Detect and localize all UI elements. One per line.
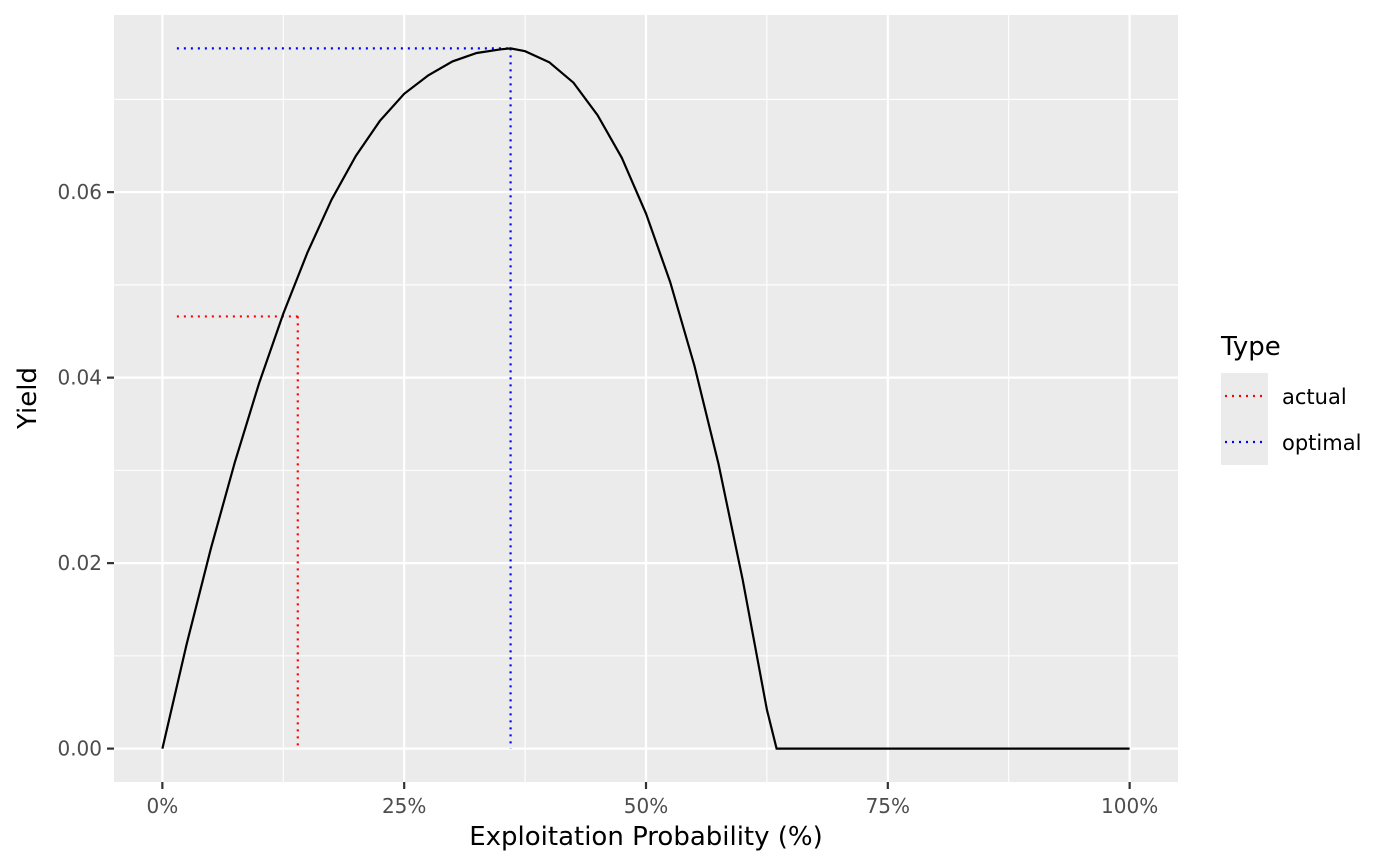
x-tick-label: 0% xyxy=(146,794,178,818)
y-tick-label: 0.06 xyxy=(57,180,102,204)
y-axis-title: Yield xyxy=(13,367,43,430)
legend-title: Type xyxy=(1220,332,1281,362)
reference-lines xyxy=(176,47,512,749)
x-tick-label: 100% xyxy=(1101,794,1158,818)
x-tick-label: 25% xyxy=(382,794,426,818)
grid-major xyxy=(114,15,1178,782)
x-axis: 0% 25% 50% 75% 100% xyxy=(146,782,1158,818)
x-tick-label: 75% xyxy=(866,794,910,818)
y-tick-label: 0.04 xyxy=(57,366,102,390)
legend-label-optimal: optimal xyxy=(1282,431,1361,455)
y-tick-label: 0.02 xyxy=(57,551,102,575)
x-axis-title: Exploitation Probability (%) xyxy=(469,822,823,852)
legend-label-actual: actual xyxy=(1282,385,1347,409)
yield-curve xyxy=(161,47,1130,750)
x-tick-label: 50% xyxy=(624,794,668,818)
y-axis: 0.00 0.02 0.04 0.06 xyxy=(57,180,114,761)
legend: Type actual optimal xyxy=(1220,332,1361,465)
y-tick-label: 0.00 xyxy=(57,737,102,761)
